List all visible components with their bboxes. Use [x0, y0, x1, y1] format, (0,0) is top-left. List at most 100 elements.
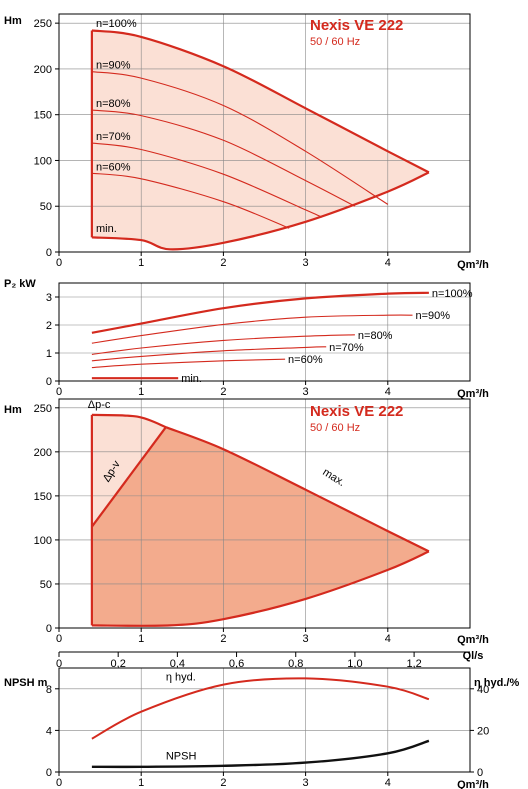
head-control-y-tick-label: 100: [34, 535, 52, 547]
head-speed-x-tick-label: 0: [56, 257, 62, 269]
speed-curve: [91, 109, 356, 207]
npsh-y-right-tick-label: 0: [477, 767, 483, 779]
head-speed-y-tick-label: 200: [34, 64, 52, 76]
npsh-y-tick-label: 8: [46, 684, 52, 696]
y-axis-label: Hm: [4, 15, 22, 27]
head-control-y-tick-label: 250: [34, 403, 52, 415]
x-axis-label-top: Ql/s: [463, 650, 484, 662]
y-axis-label: P₂ kW: [4, 278, 36, 290]
npsh-x-tick-label: 4: [385, 777, 391, 789]
npsh-curve: [91, 739, 430, 769]
head-control-frame: [58, 398, 471, 629]
head-control-x-tick-label: 0: [56, 633, 62, 645]
power-x-tick-label: 4: [385, 386, 391, 398]
x-axis-label: Qm³/h: [457, 634, 489, 646]
head-control-x-tick-label: 1: [138, 633, 144, 645]
curve-label: NPSH: [166, 751, 197, 763]
power-curve: [91, 314, 413, 344]
head-control-y-tick-label: 50: [40, 579, 52, 591]
speed-curve-max: [91, 29, 430, 174]
power-y-tick-label: 3: [46, 292, 52, 304]
head-speed-x-tick-label: 4: [385, 257, 391, 269]
npsh-x-tick-label: 3: [303, 777, 309, 789]
npsh-y-tick-label: 4: [46, 725, 52, 737]
npsh-frame: [58, 667, 471, 773]
head-control-x-tick-label: 2: [220, 633, 226, 645]
curve-label: n=60%: [96, 161, 131, 173]
power-x-tick-label: 0: [56, 386, 62, 398]
power-frame: [58, 282, 471, 382]
power-y-tick-label: 0: [46, 376, 52, 388]
y-axis-label-right: η hyd./%: [474, 677, 519, 689]
head-control-y-tick-label: 0: [46, 623, 52, 635]
max-curve: [165, 426, 430, 553]
curve-label: min.: [96, 223, 117, 235]
speed-curve: [91, 172, 290, 229]
ls-tick-label: 0,6: [229, 658, 244, 670]
power-y-tick-label: 1: [46, 348, 52, 360]
curve-label: n=70%: [96, 131, 131, 143]
x-axis-label: Qm³/h: [457, 779, 489, 789]
ls-tick-label: 0,4: [170, 658, 185, 670]
dpv-curve: [90, 426, 167, 528]
npsh-x-tick-label: 2: [220, 777, 226, 789]
power-curve: [91, 358, 286, 369]
power-y-tick-label: 2: [46, 320, 52, 332]
head-speed-x-tick-label: 3: [303, 257, 309, 269]
npsh-x-tick-label: 0: [56, 777, 62, 789]
speed-curve: [91, 71, 389, 205]
ls-tick-label: 0,8: [288, 658, 303, 670]
power-x-tick-label: 3: [303, 386, 309, 398]
operating-envelope: [91, 30, 429, 250]
curve-label: n=80%: [96, 98, 131, 110]
power-curve-label: min.: [181, 373, 202, 385]
speed-curve: [91, 142, 323, 218]
chart-subtitle: 50 / 60 Hz: [310, 36, 360, 48]
power-curve-label: n=90%: [415, 310, 450, 322]
head-control-x-tick-label: 3: [303, 633, 309, 645]
head-control-x-tick-label: 4: [385, 633, 391, 645]
head-speed-y-tick-label: 50: [40, 201, 52, 213]
min-curve: [91, 550, 430, 627]
npsh-y-tick-label: 0: [46, 767, 52, 779]
power-x-tick-label: 2: [220, 386, 226, 398]
head-speed-y-tick-label: 0: [46, 247, 52, 259]
head-control-y-tick-label: 200: [34, 447, 52, 459]
dpc-region: [91, 414, 166, 527]
power-x-tick-label: 1: [138, 386, 144, 398]
ls-tick-label: 1,2: [406, 658, 421, 670]
speed-curve-min: [91, 171, 430, 251]
head-speed-y-tick-label: 150: [34, 110, 52, 122]
curve-label: n=90%: [96, 60, 131, 72]
curve-label: max.: [320, 466, 347, 489]
npsh-y-right-tick-label: 40: [477, 684, 489, 696]
npsh-x-tick-label: 1: [138, 777, 144, 789]
power-curve: [91, 291, 429, 334]
head-speed-x-tick-label: 2: [220, 257, 226, 269]
power-curve: [91, 334, 355, 355]
efficiency-curve: [91, 677, 430, 740]
y-axis-label: Hm: [4, 404, 22, 416]
y-axis-label-left: NPSH m: [4, 677, 48, 689]
power-curve: [91, 346, 327, 362]
head-speed-frame: [58, 13, 471, 253]
head-speed-x-tick-label: 1: [138, 257, 144, 269]
dpv-region: [91, 427, 429, 626]
ls-tick-label: 0: [56, 658, 62, 670]
ls-tick-label: 1,0: [347, 658, 362, 670]
ls-tick-label: 0,2: [111, 658, 126, 670]
chart-title: Nexis VE 222: [310, 403, 403, 420]
head-control-y-tick-label: 150: [34, 491, 52, 503]
chart-title: Nexis VE 222: [310, 17, 403, 34]
power-curve-label: n=70%: [329, 342, 364, 354]
curve-label: Δp-c: [88, 399, 111, 411]
curve-label: η hyd.: [166, 671, 196, 683]
chart-subtitle: 50 / 60 Hz: [310, 422, 360, 434]
x-axis-label: Qm³/h: [457, 259, 489, 271]
power-curve-label: n=80%: [358, 330, 393, 342]
dpc-curve: [91, 413, 167, 429]
x-axis-label: Qm³/h: [457, 388, 489, 400]
npsh-y-right-tick-label: 20: [477, 725, 489, 737]
